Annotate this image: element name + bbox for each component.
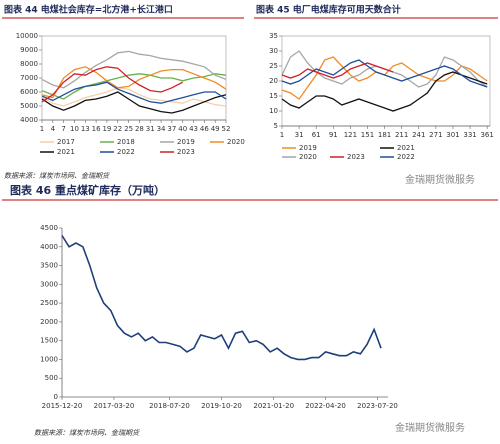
x-tick-label: 121 [344, 131, 357, 139]
source: 数据来源：煤炭市场网、金瑞期货 [4, 172, 110, 180]
series-line [281, 59, 488, 88]
series-line [41, 91, 227, 114]
x-tick-label: 2015-12-20 [42, 402, 83, 410]
x-tick-label: 43 [189, 125, 198, 133]
x-tick-label: 331 [463, 131, 476, 139]
legend-label: 2017 [57, 138, 75, 146]
legend-label: 2021 [57, 148, 75, 156]
series-line [281, 56, 488, 100]
series-line [41, 50, 227, 89]
x-tick-label: 181 [378, 131, 391, 139]
x-tick-label: 4 [51, 125, 56, 133]
y-tick-label: 500 [45, 374, 58, 382]
y-tick-label: 4000 [20, 116, 38, 124]
x-tick-label: 91 [329, 131, 338, 139]
x-tick-label: 2021-01-20 [253, 402, 294, 410]
x-tick-label: 37 [167, 125, 176, 133]
x-tick-label: 34 [157, 125, 166, 133]
x-tick-label: 2019-10-20 [201, 402, 242, 410]
x-tick-label: 46 [200, 125, 209, 133]
plot-frame [281, 35, 491, 127]
y-tick-label: 2500 [40, 299, 58, 307]
x-tick-label: 7 [61, 125, 65, 133]
x-tick-label: 31 [146, 125, 155, 133]
x-tick-label: 52 [222, 125, 231, 133]
y-tick-label: 6000 [20, 88, 38, 96]
y-tick-label: 10 [269, 107, 278, 115]
watermark: 金瑞期货微服务 [395, 421, 465, 434]
chart-title: 图表 44 电煤社会库存=北方港+长江港口 [4, 4, 173, 16]
x-tick-label: 2018-07-20 [149, 402, 190, 410]
x-tick-label: 241 [412, 131, 425, 139]
series-line [41, 66, 227, 99]
series-line [41, 87, 227, 107]
legend-label: 2021 [397, 144, 415, 152]
series-line [281, 71, 488, 112]
legend-label: 2023 [177, 148, 195, 156]
y-tick-label: 25 [269, 62, 278, 70]
y-tick-label: 3000 [40, 280, 58, 288]
chart-title: 图表 46 重点煤矿库存（万吨） [10, 183, 165, 197]
y-tick-label: 4000 [40, 243, 58, 251]
x-tick-label: 28 [135, 125, 144, 133]
x-tick-label: 1 [40, 125, 44, 133]
y-tick-label: 7000 [20, 74, 38, 82]
legend-label: 2022 [397, 153, 415, 161]
y-tick-label: 10000 [16, 32, 38, 40]
x-tick-label: 151 [361, 131, 374, 139]
source: 数据来源：煤炭市场网、金瑞期货 [34, 429, 140, 437]
series-line [41, 66, 183, 103]
x-tick-label: 211 [395, 131, 408, 139]
y-tick-label: 9000 [20, 46, 38, 54]
x-tick-label: 2023-07-20 [357, 402, 398, 410]
series-line [61, 235, 382, 361]
legend-label: 2020 [299, 153, 317, 161]
x-tick-label: 361 [480, 131, 493, 139]
y-tick-label: 1000 [40, 355, 58, 363]
y-tick-label: 8000 [20, 60, 38, 68]
x-tick-label: 2022-04-20 [305, 402, 346, 410]
x-tick-label: 10 [70, 125, 79, 133]
x-tick-label: 40 [178, 125, 187, 133]
y-tick-label: 4500 [40, 224, 58, 232]
x-tick-label: 49 [211, 125, 220, 133]
x-tick-label: 61 [312, 131, 321, 139]
x-tick-label: 301 [446, 131, 459, 139]
y-tick-label: 15 [269, 92, 278, 100]
x-tick-label: 19 [102, 125, 111, 133]
x-tick-label: 1 [280, 131, 284, 139]
legend-label: 2019 [299, 144, 317, 152]
x-tick-label: 13 [81, 125, 90, 133]
chart-title: 图表 45 电厂电煤库存可用天数合计 [256, 4, 401, 16]
series-line [281, 62, 394, 79]
legend-label: 2019 [177, 138, 195, 146]
series-line [41, 81, 227, 104]
series-line [41, 73, 227, 100]
legend-label: 2022 [117, 148, 135, 156]
x-tick-label: 16 [92, 125, 101, 133]
y-tick-label: 1500 [40, 337, 58, 345]
y-tick-label: 30 [269, 47, 278, 55]
y-tick-label: 35 [269, 32, 278, 40]
y-tick-label: 2000 [40, 318, 58, 326]
watermark: 金瑞期货微服务 [405, 173, 475, 186]
y-tick-label: 20 [269, 77, 278, 85]
x-tick-label: 2017-03-20 [94, 402, 135, 410]
y-tick-label: 3500 [40, 262, 58, 270]
legend-label: 2023 [347, 153, 365, 161]
y-tick-label: 5 [274, 122, 278, 130]
x-tick-label: 22 [113, 125, 122, 133]
x-tick-label: 25 [124, 125, 133, 133]
y-tick-label: 5000 [20, 102, 38, 110]
x-tick-label: 31 [295, 131, 304, 139]
y-tick-label: 0 [54, 393, 58, 401]
x-tick-label: 271 [429, 131, 442, 139]
legend-label: 2020 [227, 138, 245, 146]
legend-label: 2018 [117, 138, 135, 146]
